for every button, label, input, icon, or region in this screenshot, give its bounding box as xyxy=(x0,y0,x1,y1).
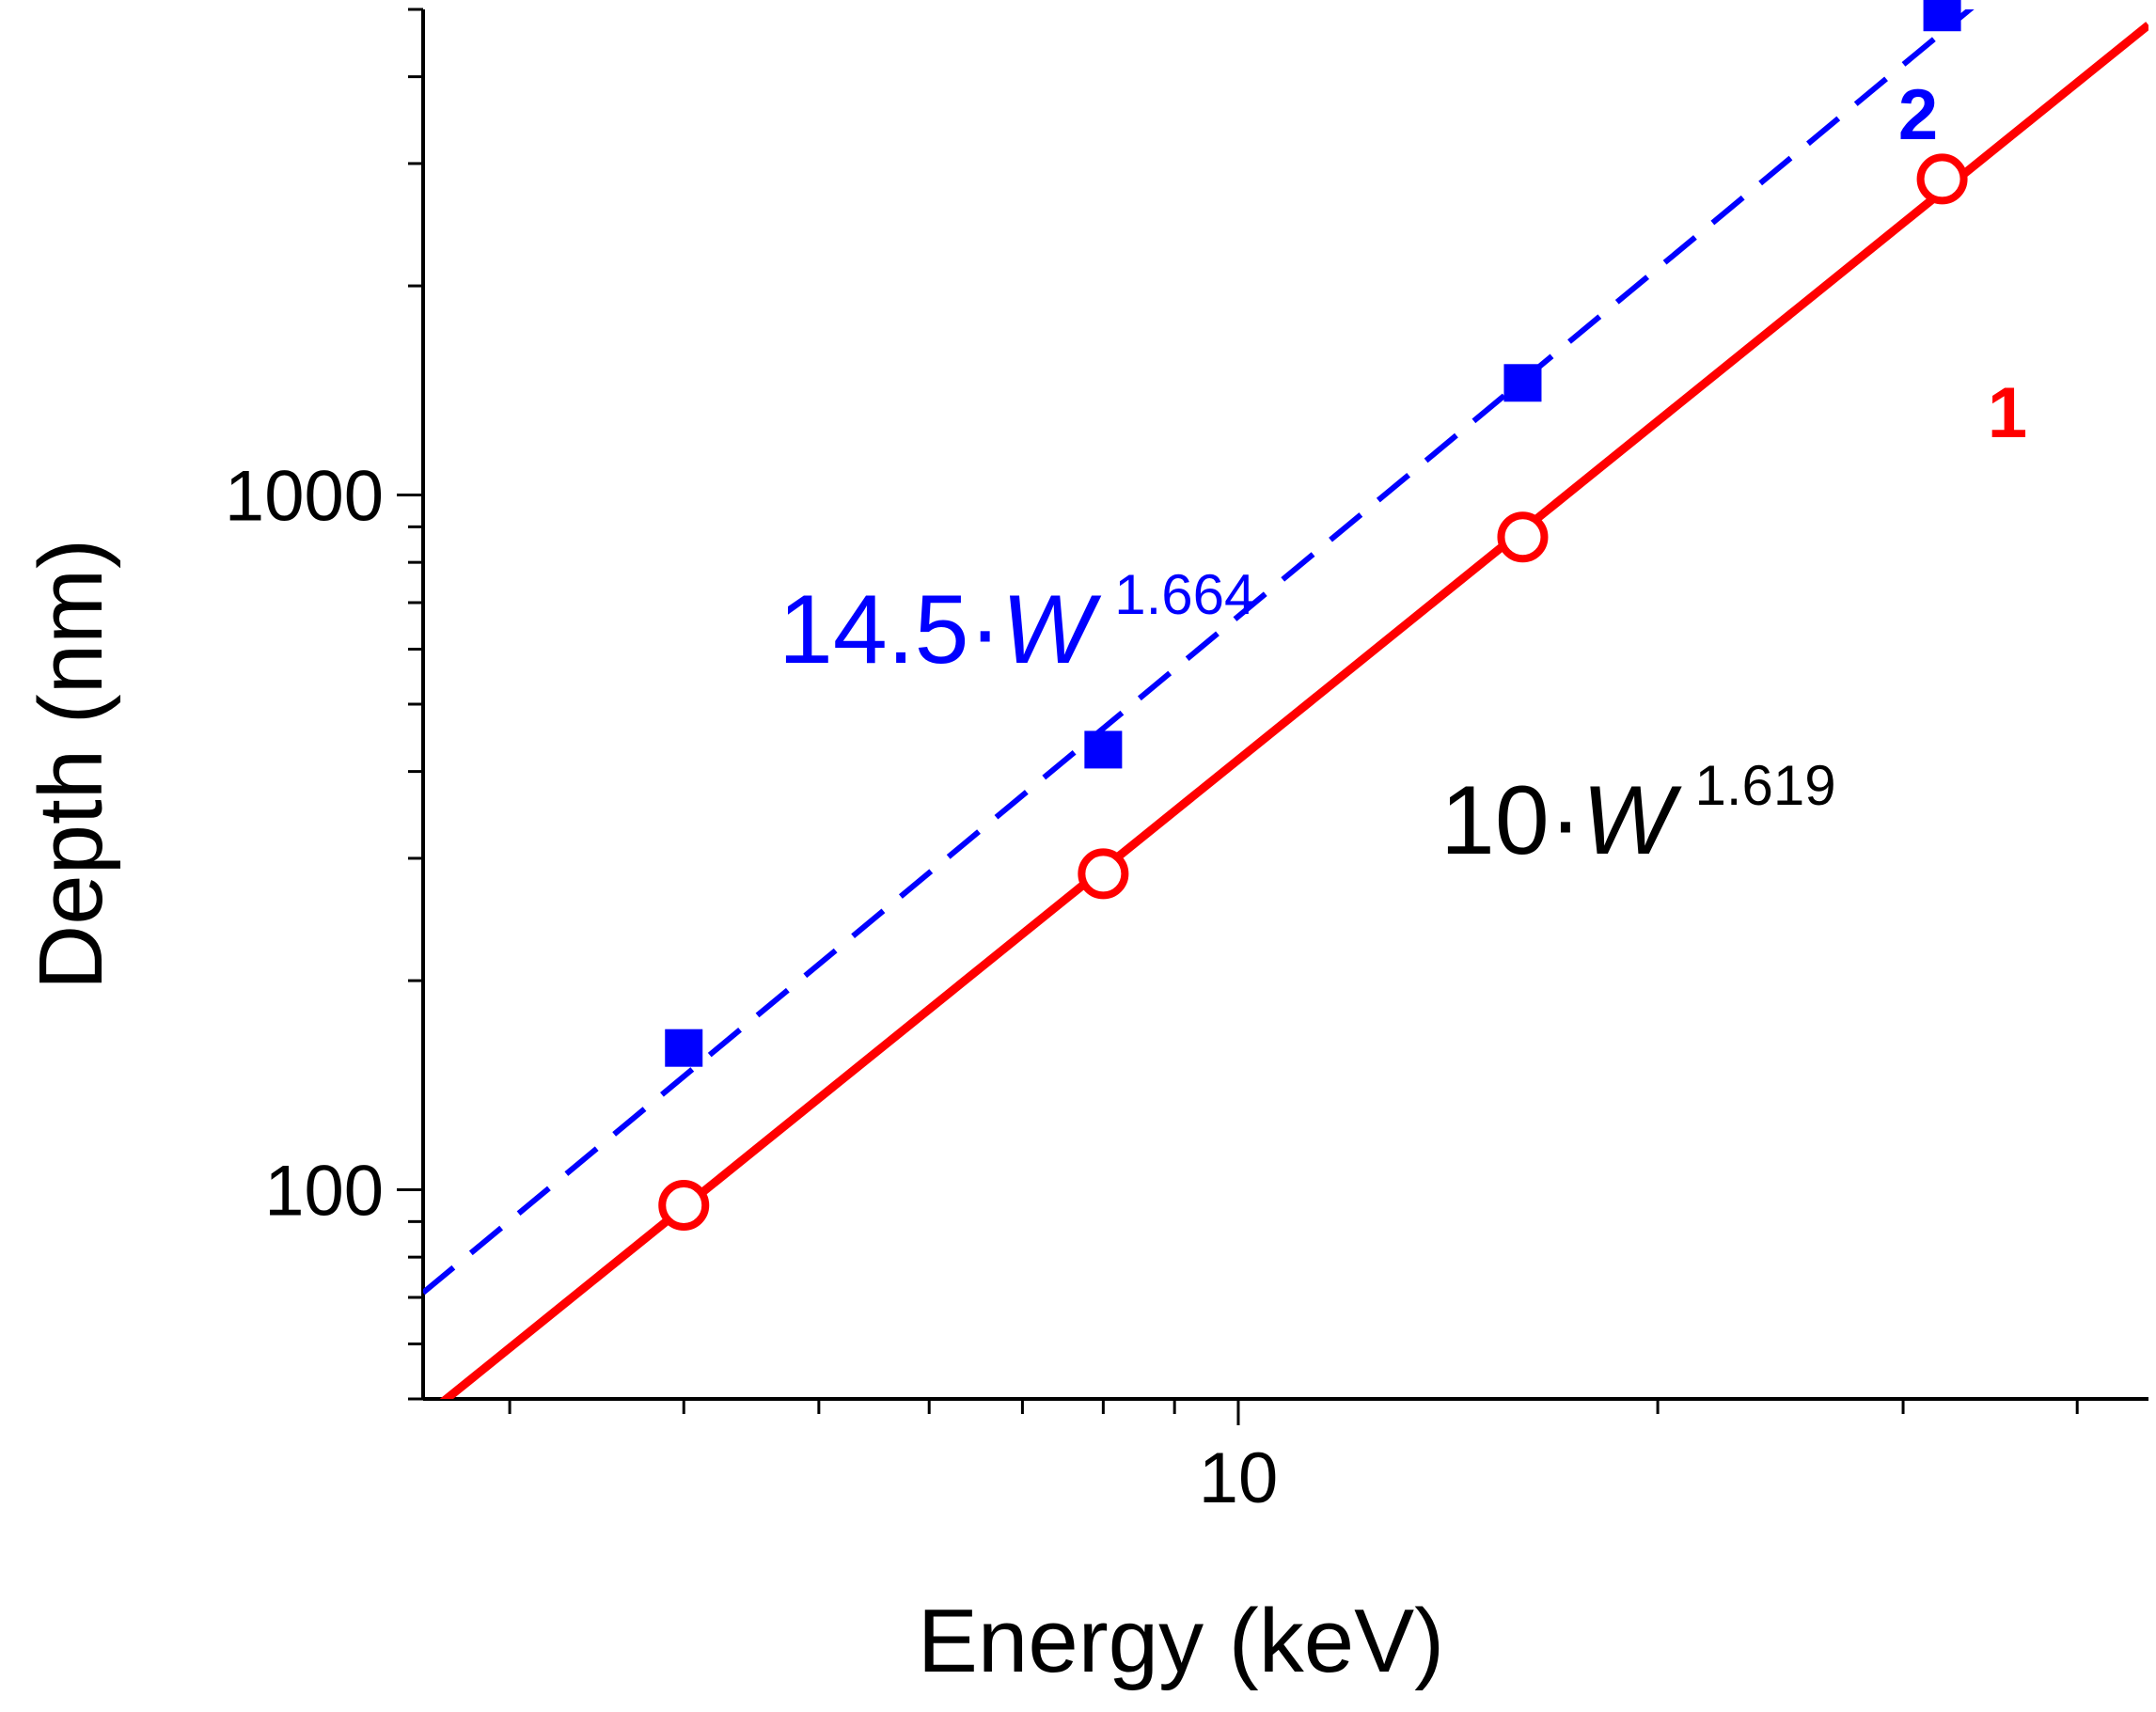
series-2-point xyxy=(1923,0,1961,32)
y-axis-title: Depth (nm) xyxy=(21,539,121,990)
x-tick-label: 10 xyxy=(1199,1438,1279,1518)
series-1-point xyxy=(1497,511,1549,563)
y-tick-label: 100 xyxy=(264,1152,384,1232)
ticks: 10 100 1000 xyxy=(225,8,2079,1518)
series-1-point xyxy=(1916,153,1968,205)
y-tick-label: 1000 xyxy=(225,457,384,537)
x-axis-title: Energy (keV) xyxy=(918,1591,1444,1691)
series-2-point xyxy=(1084,730,1123,769)
fit-1-equation: 10·W 1.619 xyxy=(1440,754,1836,875)
series-2-point xyxy=(665,1029,703,1067)
series-1-label: 1 xyxy=(1988,373,2027,453)
fit-2-equation-base: 14.5· xyxy=(779,575,1001,684)
series-1-point xyxy=(658,1180,710,1232)
fit-1-equation-var: W xyxy=(1582,766,1682,875)
series-2-point xyxy=(1503,364,1542,402)
fit-2-equation-var: W xyxy=(1001,575,1102,684)
fit-1-equation-base: 10· xyxy=(1440,766,1582,875)
series-2-label: 2 xyxy=(1898,75,1938,155)
fit-2-equation-exp: 1.664 xyxy=(1114,563,1255,626)
fit-2-equation: 14.5·W 1.664 xyxy=(779,563,1255,684)
data-points xyxy=(658,0,1968,1232)
fit-line-2 xyxy=(423,9,1975,1296)
fit-line-1 xyxy=(439,22,2148,1399)
series-1-point xyxy=(1078,848,1129,900)
fit-lines xyxy=(423,9,2148,1399)
fit-1-equation-exp: 1.619 xyxy=(1694,754,1835,817)
